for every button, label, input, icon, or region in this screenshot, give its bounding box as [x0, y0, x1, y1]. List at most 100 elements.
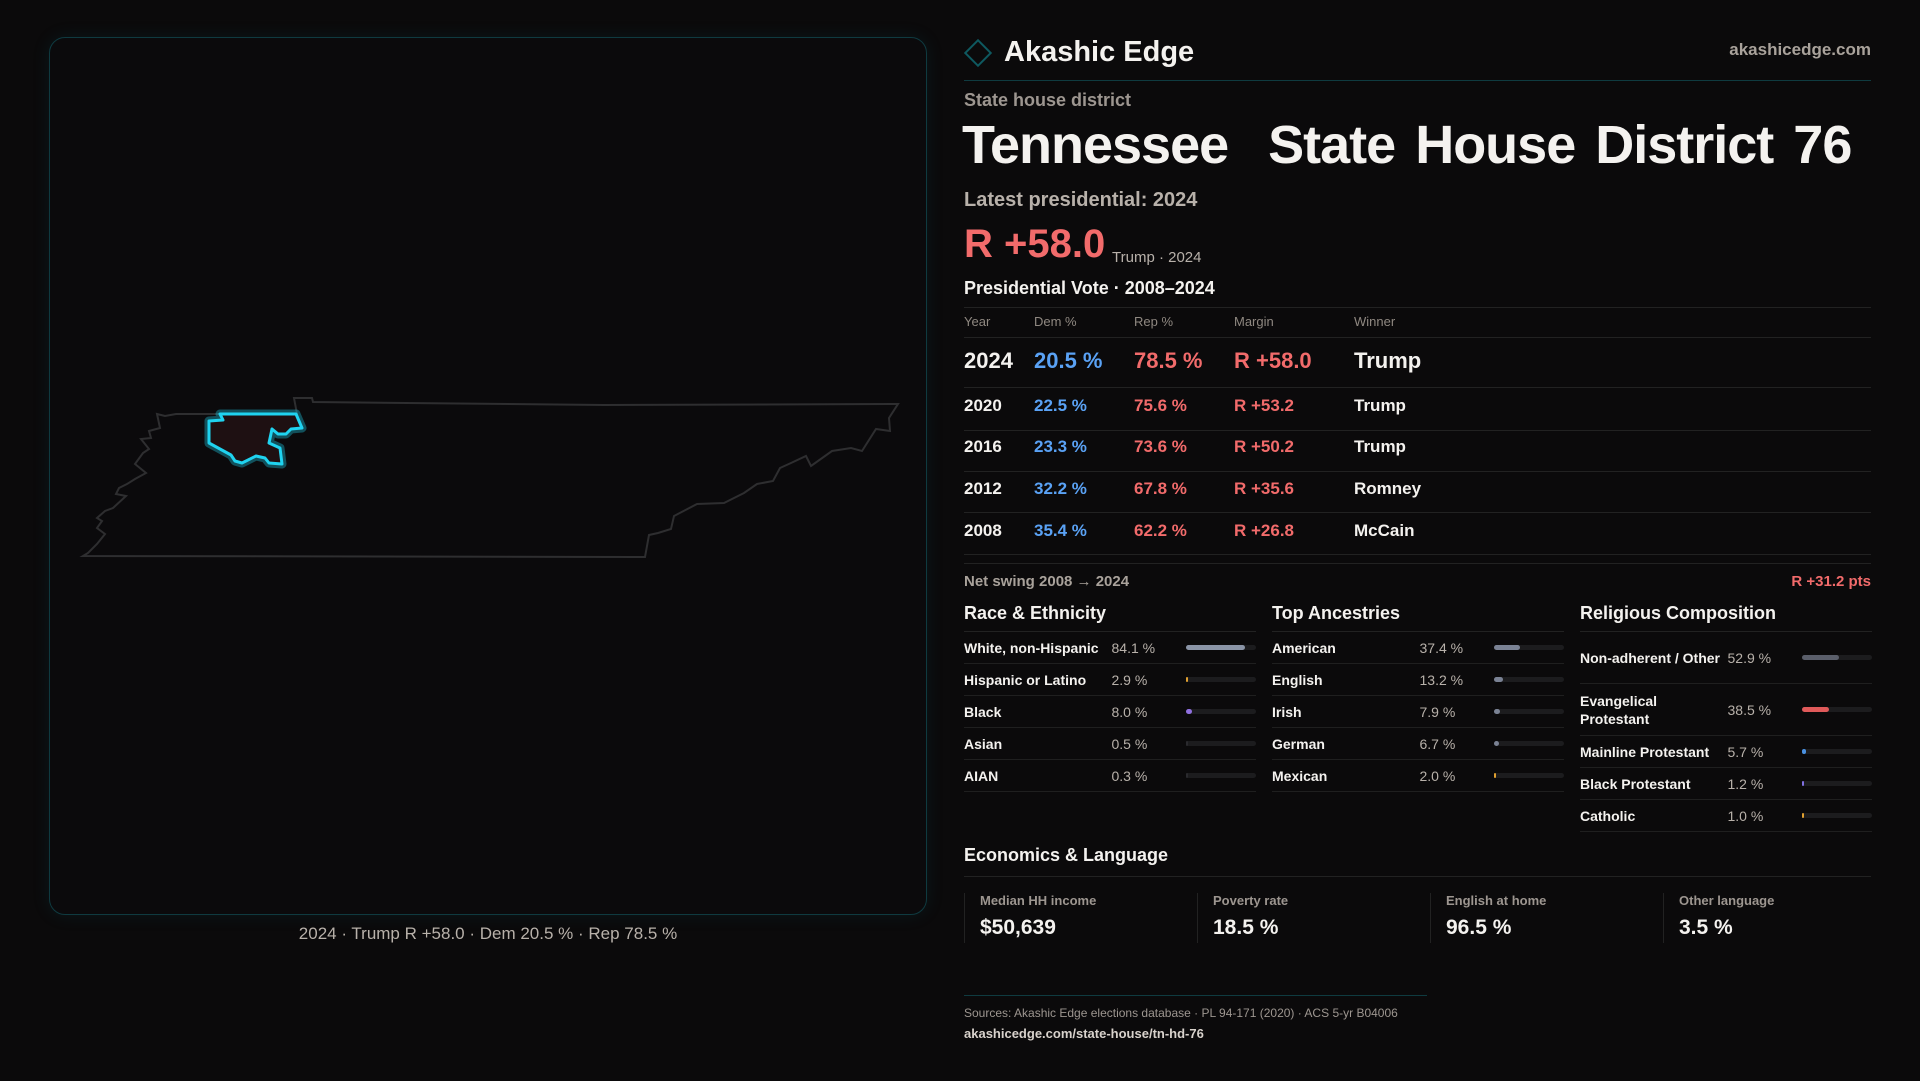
divider [964, 430, 1871, 431]
demo-bar-fill [1802, 655, 1840, 660]
col-dem: Dem % [1034, 314, 1077, 329]
divider [964, 563, 1871, 564]
demo-row: Mexican 2.0 % [1272, 760, 1565, 792]
demo-bar-fill [1802, 813, 1805, 818]
cell-margin: R +58.0 [1234, 348, 1312, 373]
divider [964, 337, 1871, 338]
cell-rep: 62.2 % [1134, 521, 1187, 540]
demo-bar-fill [1494, 645, 1521, 650]
demo-bar-track [1186, 677, 1257, 682]
divider [964, 387, 1871, 388]
stat-value: 3.5 % [1679, 916, 1733, 939]
section-title: Religious Composition [1580, 603, 1872, 632]
cell-year: 2012 [964, 479, 1002, 498]
district-kind: State house district [964, 90, 1132, 110]
demo-bar-track [1494, 741, 1565, 746]
divider [964, 307, 1871, 308]
demo-bar-track [1494, 773, 1565, 778]
cell-margin: R +26.8 [1234, 521, 1295, 540]
page-title: Tennessee State House District 76 [962, 115, 1852, 175]
demo-label: Mainline Protestant [1580, 743, 1710, 760]
demo-bar-track [1186, 741, 1257, 746]
col-year: Year [964, 314, 991, 329]
stat-card: Poverty rate 18.5 % [1197, 893, 1430, 943]
demo-row: Mainline Protestant 5.7 % [1580, 736, 1873, 768]
headline-winner: Trump · 2024 [1112, 249, 1202, 266]
cell-dem: 35.4 % [1034, 521, 1087, 540]
demo-value: 6.7 % [1419, 735, 1456, 752]
section-title: Top Ancestries [1272, 603, 1564, 632]
demo-bar-track [1494, 709, 1565, 714]
stat-label: Poverty rate [1213, 893, 1289, 908]
demo-value: 1.2 % [1727, 775, 1764, 792]
demo-value: 52.9 % [1727, 649, 1772, 666]
stat-card: Median HH income $50,639 [964, 893, 1197, 943]
district-shape[interactable] [207, 412, 304, 466]
section-title: Race & Ethnicity [964, 603, 1256, 632]
site-link[interactable]: akashicedge.com [1729, 40, 1871, 59]
swing-label: Net swing 2008 → 2024 [964, 573, 1130, 590]
demo-label: Black Protestant [1580, 775, 1691, 792]
cell-year: 2024 [964, 348, 1013, 373]
demo-value: 0.5 % [1111, 735, 1148, 752]
demo-label: Catholic [1580, 807, 1636, 824]
divider [964, 876, 1871, 877]
map-panel[interactable] [49, 37, 927, 915]
demo-bar-fill [1186, 741, 1189, 746]
demo-value: 2.0 % [1419, 767, 1456, 784]
demo-label: American [1272, 639, 1336, 656]
demo-bar-fill [1802, 707, 1830, 712]
demo-label: Evangelical Protestant [1580, 692, 1658, 727]
col-rep: Rep % [1134, 314, 1174, 329]
demo-label: Hispanic or Latino [964, 671, 1087, 688]
cell-year: 2016 [964, 437, 1002, 456]
demo-value: 84.1 % [1111, 639, 1156, 656]
swing-value: R +31.2 pts [1791, 573, 1871, 590]
divider [964, 80, 1871, 81]
demo-row: Asian 0.5 % [964, 728, 1257, 760]
demo-bar-fill [1186, 677, 1189, 682]
demo-row: American 37.4 % [1272, 632, 1565, 664]
stat-card: Other language 3.5 % [1663, 893, 1896, 943]
demo-label: German [1272, 735, 1325, 752]
demo-bar-fill [1186, 709, 1192, 714]
demo-value: 5.7 % [1727, 743, 1764, 760]
cell-winner: McCain [1354, 521, 1415, 540]
demo-row: AIAN 0.3 % [964, 760, 1257, 792]
demo-label: Non-adherent / Other [1580, 649, 1721, 666]
brand-logo[interactable]: Akashic Edge [963, 36, 1195, 69]
demo-label: Black [964, 703, 1002, 720]
demo-bar-fill [1494, 709, 1500, 714]
cell-year: 2020 [964, 396, 1002, 415]
divider [964, 554, 1871, 555]
cell-margin: R +50.2 [1234, 437, 1295, 456]
demo-row: German 6.7 % [1272, 728, 1565, 760]
stat-value: 18.5 % [1213, 916, 1279, 939]
headline-margin: R +58.0 [964, 222, 1106, 266]
cell-winner: Trump [1354, 396, 1406, 415]
cell-margin: R +53.2 [1234, 396, 1295, 415]
cell-dem: 23.3 % [1034, 437, 1087, 456]
cell-winner: Trump [1354, 437, 1406, 456]
cell-winner: Romney [1354, 479, 1422, 498]
cell-winner: Trump [1354, 348, 1422, 373]
page-url[interactable]: akashicedge.com/state-house/tn-hd-76 [964, 1026, 1204, 1041]
demo-bar-fill [1802, 749, 1807, 754]
stat-value: 96.5 % [1446, 916, 1512, 939]
divider [964, 512, 1871, 513]
demo-row: Black 8.0 % [964, 696, 1257, 728]
demo-label: Asian [964, 735, 1003, 752]
brand-name: Akashic Edge [1004, 36, 1195, 68]
col-margin: Margin [1234, 314, 1274, 329]
stat-label: Other language [1679, 893, 1775, 908]
demo-section: Religious Composition Non-adherent / Othe… [1580, 603, 1873, 832]
cell-rep: 78.5 % [1134, 348, 1203, 373]
demo-label: Mexican [1272, 767, 1328, 784]
demo-label: English [1272, 671, 1323, 688]
demo-row: Non-adherent / Other 52.9 % [1580, 632, 1873, 684]
cell-year: 2008 [964, 521, 1002, 540]
state-outline [79, 397, 900, 559]
demo-bar-track [1186, 645, 1257, 650]
cell-dem: 32.2 % [1034, 479, 1087, 498]
